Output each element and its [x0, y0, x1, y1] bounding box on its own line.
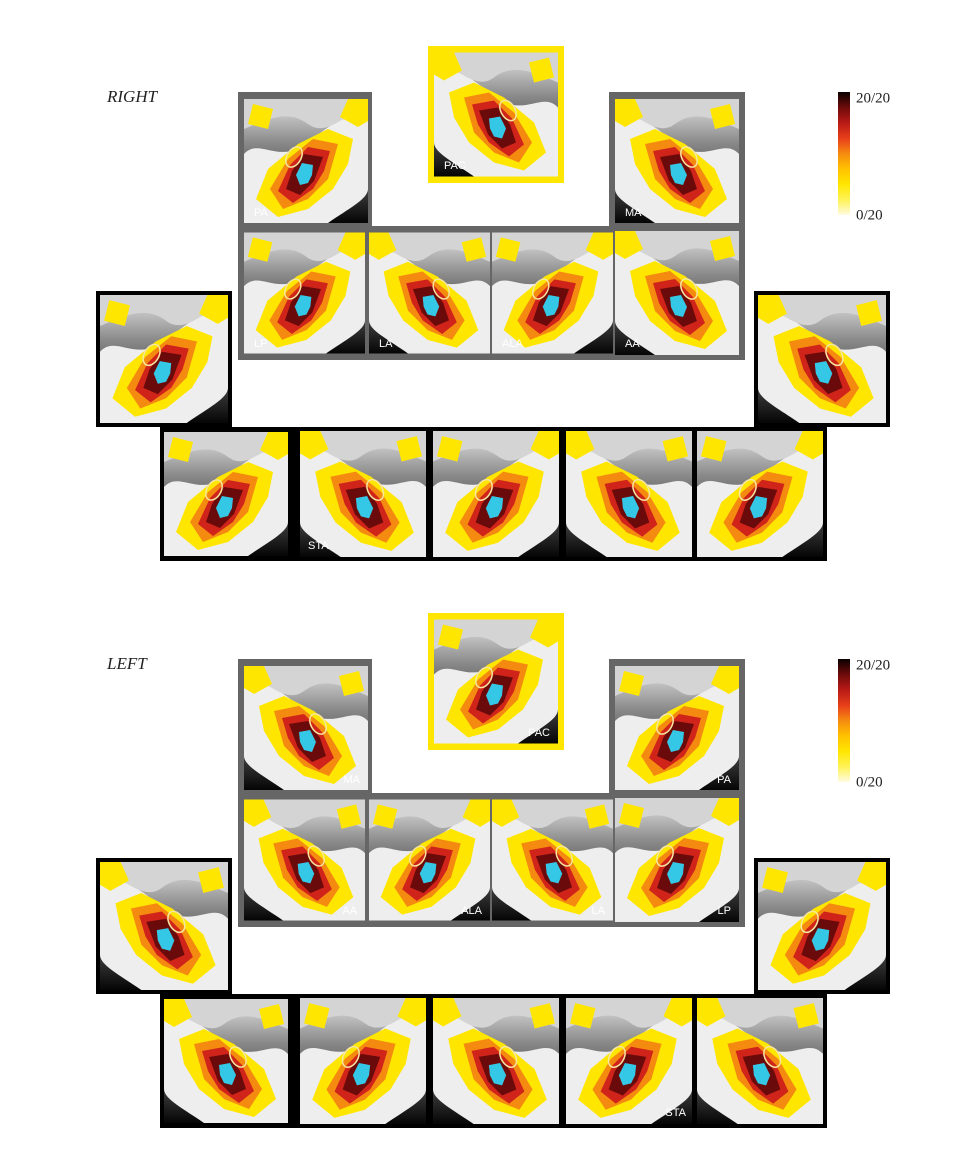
brain-surface: [492, 798, 613, 922]
panel-label: LP: [254, 338, 267, 350]
panel-label: PAC: [528, 727, 550, 739]
brain-panel: [244, 665, 368, 791]
brain-surface: [697, 998, 823, 1124]
brain-panel: [697, 998, 823, 1124]
brain-surface: [299, 998, 427, 1124]
brain-surface: [492, 231, 613, 355]
section: RIGHT PAC PA MA LP LA ALA AA STA 20/20 0/20: [96, 46, 890, 561]
brain-panel: [299, 998, 427, 1124]
panel-label: MA: [625, 207, 642, 219]
brain-panel: [492, 231, 613, 355]
brain-panel: [615, 798, 739, 922]
brain-panel: [432, 998, 560, 1124]
panel-label: LA: [592, 905, 606, 917]
section: LEFT PAC MA PA AA ALA LA LP STA 20/20 0/20: [96, 613, 890, 1128]
brain-panel: [369, 231, 490, 355]
colorbar: [838, 92, 850, 215]
brain-panel: [100, 295, 228, 423]
brain-surface: [164, 998, 288, 1124]
brain-panel: [244, 798, 365, 922]
colorbar-min: 0/20: [856, 207, 883, 223]
brain-panel: [615, 665, 739, 791]
brain-surface: [299, 431, 427, 557]
panel-label: PA: [717, 774, 732, 786]
brain-surface: [434, 52, 558, 177]
brain-surface: [164, 431, 288, 557]
brain-surface: [369, 231, 490, 355]
brain-panel: [164, 431, 288, 557]
panel-label: STA: [308, 540, 329, 552]
brain-panel: [758, 295, 886, 423]
panel-label: LP: [718, 905, 731, 917]
brain-surface: [758, 862, 886, 990]
brain-surface: [697, 431, 823, 557]
panel-label: AA: [625, 338, 640, 350]
panel-label: PA: [254, 207, 269, 219]
colorbar: [838, 659, 850, 782]
panel-label: AA: [342, 905, 357, 917]
brain-panel: [615, 231, 739, 355]
brain-panel: [565, 998, 693, 1124]
brain-panel: [369, 798, 490, 922]
brain-panel: [100, 862, 228, 990]
panel-label: MA: [344, 774, 361, 786]
brain-surface: [244, 98, 368, 224]
brain-surface: [615, 231, 739, 355]
brain-panel: [244, 98, 368, 224]
brain-panel: [432, 431, 560, 557]
brain-surface: [100, 862, 228, 990]
brain-surface: [369, 798, 490, 922]
brain-surface: [434, 619, 558, 744]
brain-surface: [244, 231, 365, 355]
brain-panel: [299, 431, 427, 557]
panel-label: PAC: [444, 160, 466, 172]
brain-surface: [432, 431, 560, 557]
brain-panel: [164, 998, 288, 1124]
brain-surface: [758, 295, 886, 423]
panel-label: ALA: [502, 338, 523, 350]
brain-panel: [615, 98, 739, 224]
brain-surface: [615, 665, 739, 791]
colorbar-min: 0/20: [856, 774, 883, 790]
colorbar-max: 20/20: [856, 90, 890, 106]
brain-surface: [615, 798, 739, 922]
brain-surface: [244, 798, 365, 922]
brain-panel: [492, 798, 613, 922]
brain-surface: [565, 431, 693, 557]
brain-panel: [758, 862, 886, 990]
brain-panel: [244, 231, 365, 355]
brain-panel: [697, 431, 823, 557]
brain-surface: [244, 665, 368, 791]
section-label: LEFT: [106, 654, 148, 673]
colorbar-max: 20/20: [856, 657, 890, 673]
panel-label: ALA: [461, 905, 482, 917]
panel-label: STA: [665, 1107, 686, 1119]
panel-label: LA: [379, 338, 393, 350]
brain-surface: [615, 98, 739, 224]
brain-panel: [565, 431, 693, 557]
brain-surface: [432, 998, 560, 1124]
brain-surface: [100, 295, 228, 423]
brain-panel: [434, 52, 558, 177]
section-label: RIGHT: [106, 87, 159, 106]
brain-surface: [565, 998, 693, 1124]
brain-panel: [434, 619, 558, 744]
